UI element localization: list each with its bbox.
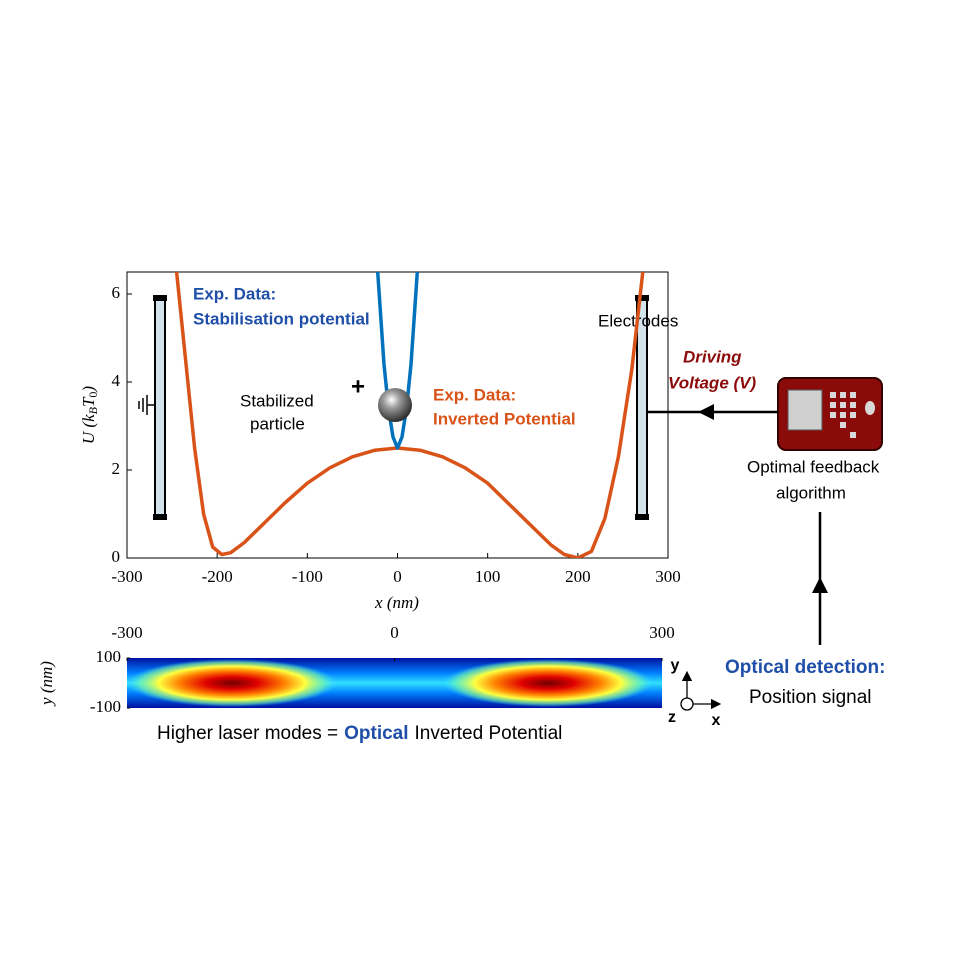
x-tick-label: 200 <box>565 567 591 586</box>
axis-glyph-label: x <box>712 712 721 729</box>
data-line <box>375 272 420 450</box>
y-label-part: B <box>86 406 100 414</box>
y-tick-label: -100 <box>90 697 121 716</box>
annotation: Exp. Data: <box>193 284 276 303</box>
label: Optical detection: <box>725 657 885 678</box>
annotation: Stabilisation potential <box>193 309 370 328</box>
x-tick-label: 300 <box>655 567 681 586</box>
label: Voltage (V) <box>668 373 756 392</box>
x-tick-label: 0 <box>390 623 399 642</box>
hot-spot <box>443 659 653 707</box>
heatmap <box>127 658 662 708</box>
caption: Higher laser modes = Optical Inverted Pote… <box>157 723 562 744</box>
y-tick-label: 100 <box>96 647 122 666</box>
y-tick-label: 2 <box>112 459 121 478</box>
electrode-left <box>154 296 166 519</box>
y-axis-label: y (nm) <box>37 661 56 707</box>
x-tick-label: 0 <box>393 567 402 586</box>
y-tick-label: 6 <box>112 283 121 302</box>
label: algorithm <box>776 483 846 502</box>
y-axis-label: U (kBT0) <box>79 386 100 445</box>
x-tick-label: 300 <box>649 623 675 642</box>
label: Driving <box>683 347 742 366</box>
label: Position signal <box>749 687 872 708</box>
x-axis-label: x (nm) <box>374 593 419 612</box>
axis-glyph-label: z <box>668 709 676 726</box>
annotation: particle <box>250 414 305 433</box>
y-label-part: 0 <box>86 392 100 398</box>
annotation: Inverted Potential <box>433 409 576 428</box>
particle <box>378 388 412 422</box>
caption-part: Inverted Potential <box>415 723 563 744</box>
plus-sign: + <box>351 373 365 400</box>
annotation: Stabilized <box>240 391 314 410</box>
y-label-part: U (k <box>79 414 98 444</box>
x-tick-label: -300 <box>111 623 142 642</box>
electrode-cap <box>635 514 649 520</box>
coordinate-glyph <box>680 670 722 711</box>
y-label-part: ) <box>79 386 98 393</box>
electrode-cap <box>153 295 167 301</box>
hot-spot <box>127 659 337 707</box>
x-tick-label: -200 <box>202 567 233 586</box>
x-tick-label: -300 <box>111 567 142 586</box>
ground-symbol <box>138 395 155 415</box>
plot-lines <box>174 272 645 558</box>
electrode-cap <box>635 295 649 301</box>
x-tick-label: 100 <box>475 567 501 586</box>
y-tick-label: 4 <box>112 371 121 390</box>
y-label-part: T <box>79 396 98 407</box>
caption-part: Higher laser modes = <box>157 723 338 744</box>
electrode-cap <box>153 514 167 520</box>
y-tick-label: 0 <box>112 547 121 566</box>
controller <box>648 377 883 645</box>
axis-glyph-label: y <box>671 657 680 674</box>
x-tick-label: -100 <box>292 567 323 586</box>
annotation: Exp. Data: <box>433 385 516 404</box>
label: Optimal feedback <box>747 457 880 476</box>
caption-part: Optical <box>344 723 408 744</box>
device-screen <box>787 389 823 431</box>
device-buttons <box>830 392 875 438</box>
